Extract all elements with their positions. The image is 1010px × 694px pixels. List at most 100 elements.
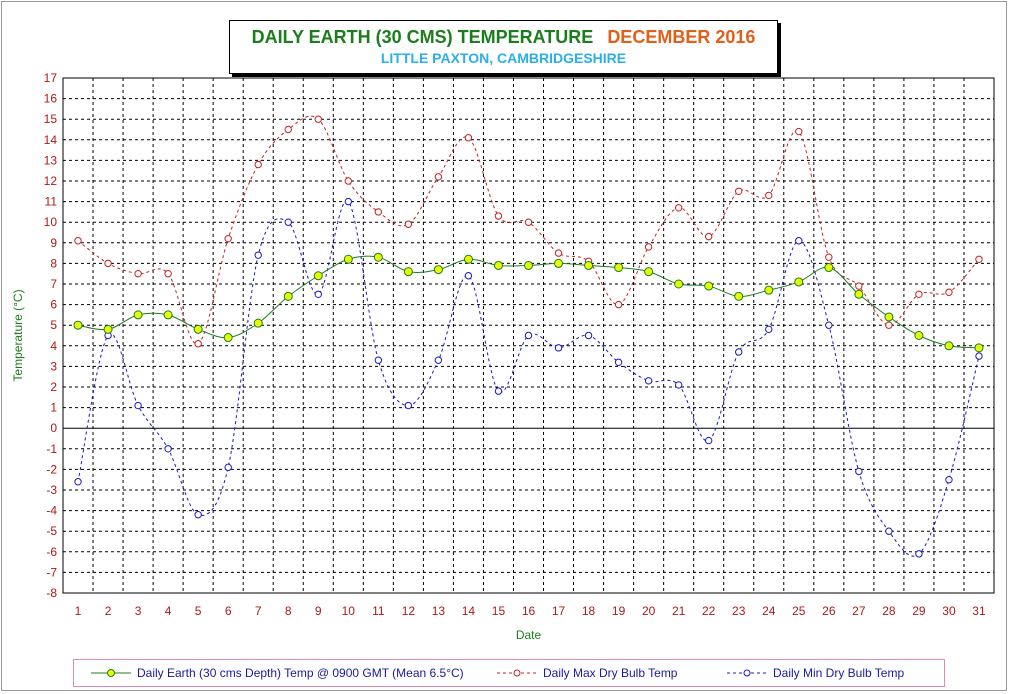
data-point-min xyxy=(374,356,383,364)
y-tick-label: 15 xyxy=(44,112,58,126)
x-tick-label: 2 xyxy=(105,604,112,618)
data-point-max xyxy=(374,208,383,216)
data-point-earth xyxy=(193,324,203,334)
data-point-min xyxy=(945,476,953,484)
data-point-earth xyxy=(313,271,323,281)
x-tick-label: 19 xyxy=(612,604,626,618)
data-point-min xyxy=(704,436,713,445)
y-tick-label: -6 xyxy=(46,545,57,559)
y-tick-label: 4 xyxy=(50,339,57,353)
data-point-max xyxy=(314,115,322,123)
data-point-earth xyxy=(944,341,954,351)
x-tick-label: 14 xyxy=(462,604,476,618)
y-tick-label: 0 xyxy=(50,421,57,435)
data-point-min xyxy=(825,321,833,329)
legend-swatch-max xyxy=(497,669,537,677)
y-tick-label: -3 xyxy=(46,483,57,497)
legend-item-min: Daily Min Dry Bulb Temp xyxy=(727,660,904,686)
x-tick-label: 23 xyxy=(732,604,746,618)
data-point-min xyxy=(404,401,413,410)
data-point-min xyxy=(194,511,202,519)
x-tick-label: 5 xyxy=(195,604,202,618)
data-point-min xyxy=(554,344,563,352)
x-tick-label: 22 xyxy=(702,604,716,618)
data-point-max xyxy=(644,243,653,251)
y-tick-label: 2 xyxy=(50,380,57,394)
data-point-max xyxy=(945,288,953,296)
data-point-min xyxy=(224,463,232,472)
y-tick-label: 7 xyxy=(50,277,57,291)
y-tick-label: 11 xyxy=(45,195,58,209)
chart-title: DAILY EARTH (30 CMS) TEMPERATURE DECEMBER… xyxy=(230,27,777,47)
data-point-max xyxy=(614,300,623,309)
data-point-max xyxy=(735,187,743,196)
legend-swatch-earth xyxy=(91,669,131,677)
legend-swatch-min xyxy=(727,669,767,677)
data-point-earth xyxy=(974,343,984,353)
legend-label-min: Daily Min Dry Bulb Temp xyxy=(773,666,905,680)
x-tick-label: 21 xyxy=(672,604,686,618)
chart-title-box: DAILY EARTH (30 CMS) TEMPERATURE DECEMBER… xyxy=(229,20,778,74)
y-tick-label: -7 xyxy=(46,565,57,579)
x-tick-label: 31 xyxy=(972,604,986,618)
data-point-earth xyxy=(163,310,173,320)
x-tick-label: 28 xyxy=(882,604,896,618)
data-point-earth xyxy=(133,310,143,320)
x-tick-label: 25 xyxy=(792,604,806,618)
data-point-min xyxy=(885,527,893,535)
data-point-max xyxy=(104,259,112,268)
data-point-max xyxy=(404,220,413,228)
x-tick-label: 26 xyxy=(822,604,836,618)
data-point-earth xyxy=(734,291,744,301)
x-tick-label: 15 xyxy=(492,604,506,618)
data-point-earth xyxy=(914,331,924,340)
data-point-min xyxy=(614,358,623,366)
x-tick-label: 18 xyxy=(582,604,596,618)
data-point-earth xyxy=(704,281,714,291)
data-point-min xyxy=(765,325,773,334)
x-tick-label: 7 xyxy=(255,604,262,618)
data-point-min xyxy=(795,237,803,245)
x-tick-label: 3 xyxy=(135,604,142,618)
data-point-earth xyxy=(463,254,473,264)
data-point-min xyxy=(975,352,983,360)
legend-label-max: Daily Max Dry Bulb Temp xyxy=(543,666,678,680)
y-tick-label: -2 xyxy=(46,462,57,476)
data-point-max xyxy=(74,237,82,245)
data-point-max xyxy=(224,234,232,243)
data-point-min xyxy=(74,478,82,486)
y-tick-label: 6 xyxy=(50,298,57,312)
data-point-earth xyxy=(524,260,533,270)
y-tick-label: 10 xyxy=(44,215,58,229)
data-point-max xyxy=(885,321,893,329)
data-point-min xyxy=(284,218,292,226)
data-point-min xyxy=(735,348,743,356)
x-tick-label: 27 xyxy=(852,604,866,618)
data-point-max xyxy=(674,204,683,212)
data-point-earth xyxy=(614,263,624,273)
data-point-min xyxy=(674,381,683,389)
y-tick-label: 5 xyxy=(50,318,57,332)
data-point-earth xyxy=(343,254,353,264)
data-point-max xyxy=(524,218,533,226)
data-point-min xyxy=(584,331,593,340)
data-point-max xyxy=(795,127,803,136)
data-point-max xyxy=(825,253,833,261)
data-point-earth xyxy=(283,291,293,301)
y-tick-label: 12 xyxy=(44,174,58,188)
x-tick-label: 8 xyxy=(285,604,292,618)
data-point-earth xyxy=(403,267,413,277)
series-line-min xyxy=(77,200,980,557)
data-point-max xyxy=(975,255,983,263)
data-point-max xyxy=(434,173,443,181)
data-point-max xyxy=(464,134,473,142)
data-point-earth xyxy=(223,333,233,343)
data-point-earth xyxy=(854,289,864,299)
data-point-max xyxy=(915,290,923,298)
data-point-earth xyxy=(103,324,113,334)
chart-title-month: DECEMBER 2016 xyxy=(607,27,756,47)
x-tick-label: 13 xyxy=(432,604,446,618)
data-point-earth xyxy=(493,260,503,270)
x-tick-label: 11 xyxy=(372,604,385,618)
